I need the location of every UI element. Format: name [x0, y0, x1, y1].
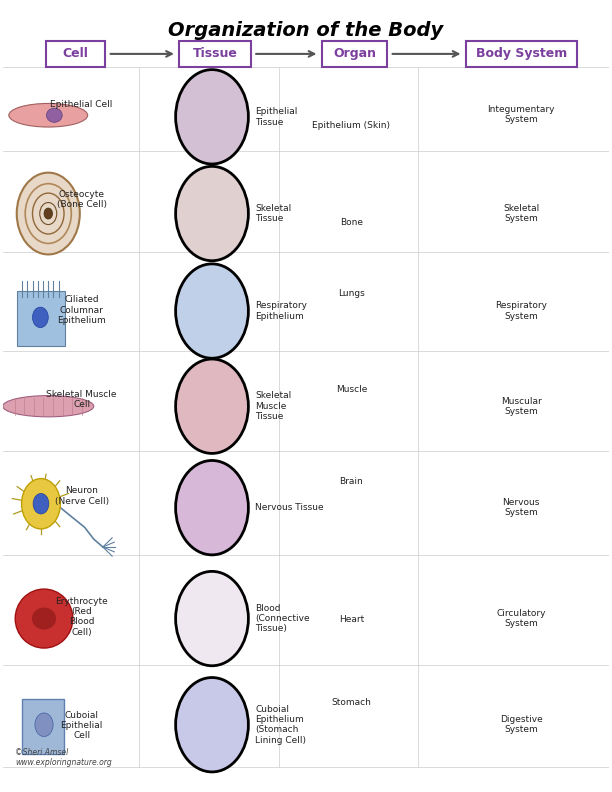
Text: Organization of the Body: Organization of the Body — [168, 21, 444, 40]
Ellipse shape — [47, 109, 62, 122]
Circle shape — [176, 677, 248, 772]
Text: Nervous Tissue: Nervous Tissue — [255, 503, 324, 512]
Text: Bone: Bone — [340, 218, 363, 227]
Circle shape — [44, 208, 53, 219]
Text: Lungs: Lungs — [338, 289, 365, 298]
Text: Muscle: Muscle — [336, 386, 367, 394]
Text: Epithelium (Skin): Epithelium (Skin) — [313, 121, 390, 130]
FancyBboxPatch shape — [466, 40, 577, 67]
Text: Respiratory
Epithelium: Respiratory Epithelium — [255, 302, 307, 321]
Text: ©Sheri Amsel
www.exploringnature.org: ©Sheri Amsel www.exploringnature.org — [15, 748, 111, 767]
Text: Circulatory
System: Circulatory System — [496, 609, 546, 628]
Text: Respiratory
System: Respiratory System — [495, 302, 547, 321]
Circle shape — [176, 571, 248, 666]
Text: Skeletal
System: Skeletal System — [503, 204, 539, 223]
Circle shape — [176, 70, 248, 164]
Text: Brain: Brain — [340, 477, 364, 485]
Text: Heart: Heart — [339, 615, 364, 624]
Text: Ciliated
Columnar
Epithelium: Ciliated Columnar Epithelium — [58, 295, 106, 326]
Text: Cuboial
Epithelial
Cell: Cuboial Epithelial Cell — [61, 710, 103, 741]
Circle shape — [176, 166, 248, 261]
Text: Organ: Organ — [333, 48, 376, 60]
Text: Epithelial Cell: Epithelial Cell — [50, 100, 113, 109]
Text: Integumentary
System: Integumentary System — [488, 105, 555, 124]
Ellipse shape — [32, 307, 48, 328]
FancyBboxPatch shape — [46, 40, 105, 67]
Text: Stomach: Stomach — [332, 698, 371, 706]
Text: Nervous
System: Nervous System — [502, 498, 540, 517]
FancyBboxPatch shape — [179, 40, 251, 67]
FancyBboxPatch shape — [21, 699, 64, 754]
Circle shape — [33, 493, 49, 514]
Ellipse shape — [32, 607, 56, 630]
Text: Neuron
(Nerve Cell): Neuron (Nerve Cell) — [54, 486, 109, 506]
Ellipse shape — [9, 104, 88, 127]
Text: Blood
(Connective
Tissue): Blood (Connective Tissue) — [255, 604, 310, 634]
Text: Cuboial
Epithelium
(Stomach
Lining Cell): Cuboial Epithelium (Stomach Lining Cell) — [255, 705, 306, 744]
Text: Osteocyte
(Bone Cell): Osteocyte (Bone Cell) — [57, 190, 106, 209]
Text: Epithelial
Tissue: Epithelial Tissue — [255, 107, 297, 127]
Circle shape — [176, 460, 248, 555]
Circle shape — [176, 264, 248, 358]
Ellipse shape — [3, 396, 94, 417]
Ellipse shape — [35, 713, 53, 737]
Circle shape — [17, 173, 80, 254]
FancyBboxPatch shape — [322, 40, 387, 67]
Text: Skeletal
Muscle
Tissue: Skeletal Muscle Tissue — [255, 391, 291, 421]
Text: Digestive
System: Digestive System — [500, 715, 543, 734]
Text: Erythrocyte
(Red
Blood
Cell): Erythrocyte (Red Blood Cell) — [55, 596, 108, 637]
Text: Tissue: Tissue — [193, 48, 237, 60]
Text: Muscular
System: Muscular System — [501, 397, 542, 416]
FancyBboxPatch shape — [17, 291, 65, 345]
Text: Skeletal Muscle
Cell: Skeletal Muscle Cell — [47, 390, 117, 409]
Circle shape — [176, 359, 248, 453]
Text: Cell: Cell — [62, 48, 89, 60]
Ellipse shape — [15, 589, 73, 648]
Text: Skeletal
Tissue: Skeletal Tissue — [255, 204, 291, 223]
Text: Body System: Body System — [476, 48, 567, 60]
Circle shape — [21, 478, 61, 529]
